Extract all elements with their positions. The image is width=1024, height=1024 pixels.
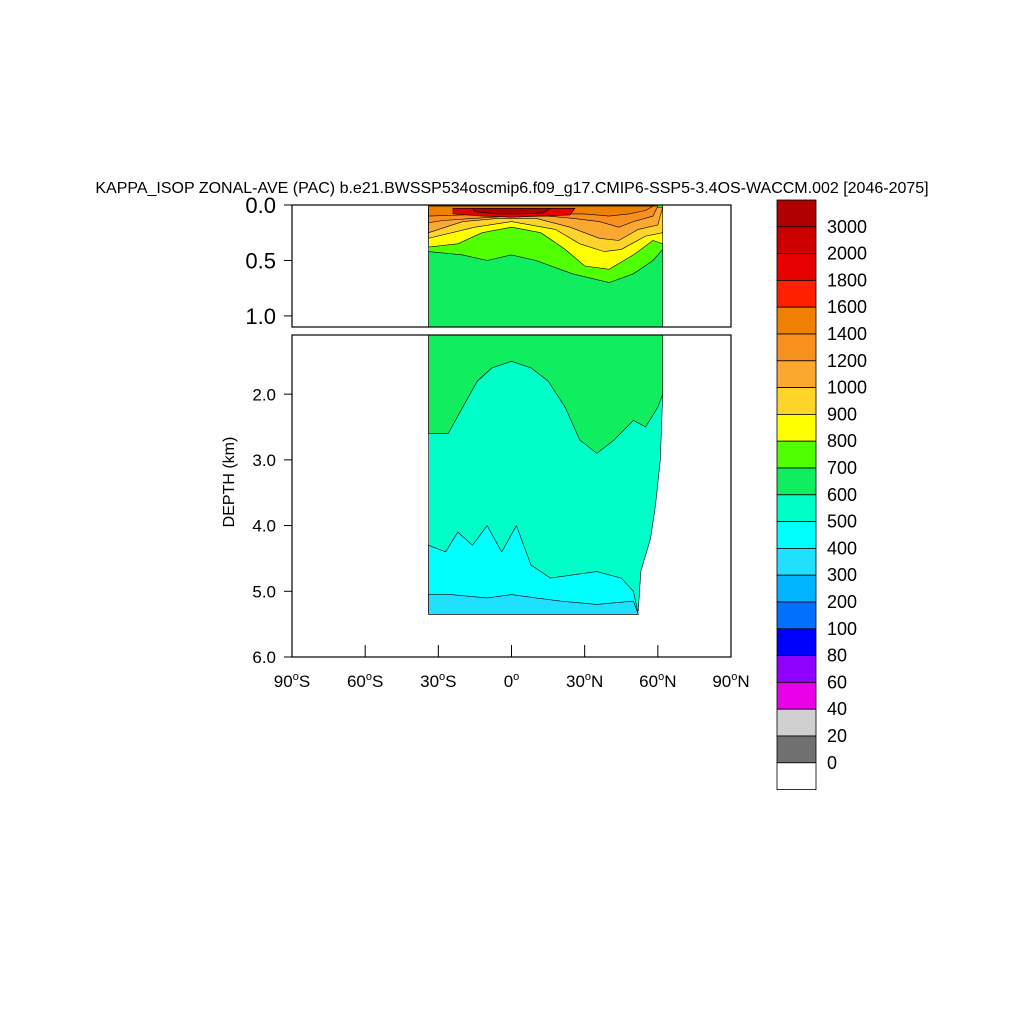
x-tick-label: 30oS — [420, 671, 456, 691]
y-tick-label: 0.0 — [245, 193, 276, 218]
colorbar-label: 60 — [827, 672, 847, 692]
colorbar-swatch — [776, 655, 817, 683]
colorbar-label: 1800 — [827, 270, 867, 290]
colorbar-label: 0 — [827, 753, 837, 773]
colorbar-swatch — [776, 413, 817, 442]
colorbar-swatch — [776, 628, 817, 656]
x-axis: 90oS 60oS 30oS 0o 30oN 60oN 90oN — [274, 645, 750, 691]
colorbar-swatch — [776, 253, 817, 281]
colorbar-label: 400 — [827, 538, 857, 558]
colorbar-label: 80 — [827, 646, 847, 666]
colorbar-swatch — [776, 762, 817, 790]
colorbar-label: 3000 — [827, 217, 867, 237]
colorbar: 3000200018001600140012001000900800700600… — [776, 199, 867, 790]
y-tick-label: 5.0 — [252, 582, 276, 601]
contour-fill-300 — [428, 594, 639, 615]
colorbar-label: 1000 — [827, 378, 867, 398]
lower-panel: 2.0 3.0 4.0 5.0 6.0 — [252, 334, 732, 667]
y-tick-label: 4.0 — [252, 517, 276, 536]
upper-panel: 0.0 0.5 1.0 — [245, 193, 732, 329]
colorbar-label: 20 — [827, 726, 847, 746]
colorbar-swatch — [776, 226, 817, 255]
y-axis-label: DEPTH (km) — [221, 437, 238, 528]
colorbar-label: 700 — [827, 458, 857, 478]
colorbar-label: 2000 — [827, 244, 867, 264]
y-tick-label: 2.0 — [252, 385, 276, 404]
colorbar-label: 500 — [827, 512, 857, 532]
y-tick-label: 0.5 — [245, 248, 276, 273]
colorbar-label: 600 — [827, 485, 857, 505]
colorbar-label: 1400 — [827, 324, 867, 344]
colorbar-swatch — [776, 306, 817, 335]
colorbar-label: 100 — [827, 619, 857, 639]
x-tick-label: 0o — [504, 671, 520, 691]
colorbar-swatch — [776, 601, 817, 630]
colorbar-swatch — [776, 279, 817, 308]
x-tick-label: 90oN — [712, 671, 749, 691]
colorbar-swatch — [776, 735, 817, 764]
colorbar-label: 1600 — [827, 297, 867, 317]
colorbar-swatch — [776, 360, 817, 388]
contour-fill-3000 — [471, 208, 552, 215]
x-tick-label: 60oS — [347, 671, 383, 691]
colorbar-swatch — [776, 333, 817, 362]
y-tick-label: 6.0 — [252, 648, 276, 667]
colorbar-swatch — [776, 682, 817, 710]
contour-fill-600 — [428, 248, 664, 327]
chart-title: KAPPA_ISOP ZONAL-AVE (PAC) b.e21.BWSSP53… — [95, 180, 928, 197]
upper-panel-frame — [291, 204, 732, 328]
colorbar-swatch — [776, 440, 817, 469]
colorbar-label: 40 — [827, 699, 847, 719]
x-tick-label: 60oN — [639, 671, 676, 691]
colorbar-label: 300 — [827, 565, 857, 585]
colorbar-label: 800 — [827, 431, 857, 451]
x-tick-label: 30oN — [566, 671, 603, 691]
colorbar-label: 900 — [827, 404, 857, 424]
y-tick-label: 3.0 — [252, 451, 276, 470]
colorbar-label: 1200 — [827, 351, 867, 371]
colorbar-swatch — [776, 199, 817, 228]
colorbar-swatch — [776, 494, 817, 522]
colorbar-swatch — [776, 467, 817, 496]
colorbar-swatch — [776, 574, 817, 603]
contour-fill-600 — [428, 335, 664, 454]
colorbar-swatch — [776, 387, 817, 415]
colorbar-swatch — [776, 708, 817, 737]
colorbar-swatch — [776, 521, 817, 549]
x-tick-label: 90oS — [274, 671, 310, 691]
y-tick-label: 1.0 — [245, 304, 276, 329]
contour-fill-400 — [428, 524, 639, 615]
colorbar-swatch — [776, 548, 817, 576]
colorbar-label: 200 — [827, 592, 857, 612]
